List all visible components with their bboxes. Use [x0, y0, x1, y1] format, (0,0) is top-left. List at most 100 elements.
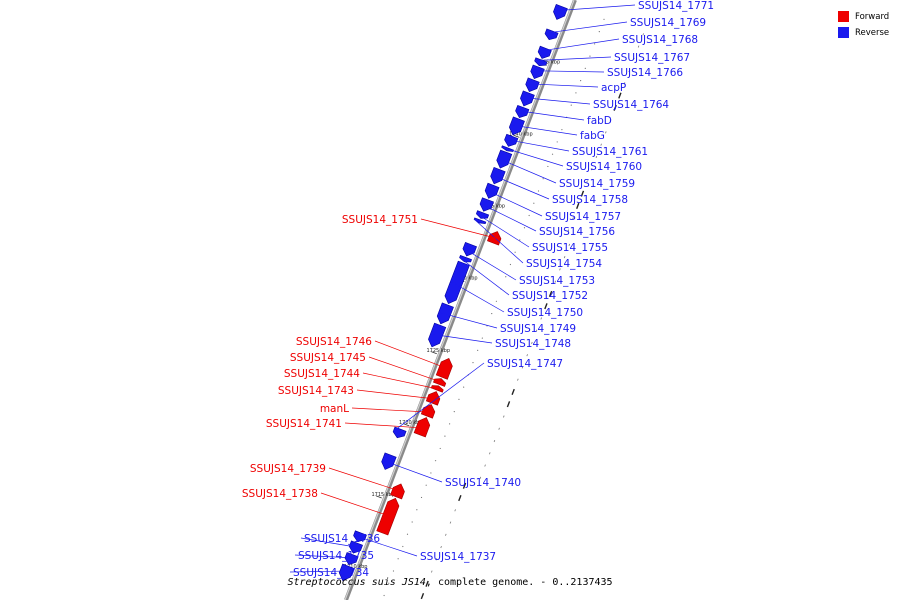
leader-line	[485, 189, 543, 217]
gc-dot	[554, 280, 557, 283]
gc-dot	[559, 268, 561, 271]
legend-item-forward: Forward	[838, 9, 889, 24]
gc-dot	[540, 317, 542, 320]
gene-label: SSUJS14_1750	[507, 307, 583, 319]
gc-dot	[576, 202, 580, 209]
gene-arrow	[520, 90, 535, 107]
gc-dot	[609, 119, 612, 122]
gene-label: SSUJS14_1755	[532, 242, 608, 254]
gene-arrow	[462, 242, 477, 257]
leader-line	[515, 110, 585, 121]
gc-dot	[600, 143, 602, 146]
gene-arrow	[425, 391, 441, 406]
gene-label: SSUJS14_1764	[593, 99, 669, 111]
legend-item-reverse: Reverse	[838, 25, 889, 40]
gc-dot	[598, 30, 600, 33]
gene-label: SSUJS14_1751	[342, 214, 418, 226]
gc-dot	[392, 570, 395, 572]
gc-dot	[537, 190, 540, 192]
gc-skew-dots	[383, 18, 644, 600]
gc-dot	[544, 303, 548, 310]
gene-arrow	[553, 4, 568, 20]
gene-label: SSUJS14_1771	[638, 0, 714, 12]
gene-label: SSUJS14_1737	[420, 551, 496, 563]
gc-dot	[567, 229, 570, 232]
label-leader-lines	[289, 4, 636, 573]
gc-dot	[580, 80, 582, 82]
leader-line	[368, 356, 446, 384]
gc-dot	[493, 439, 496, 443]
gc-dot	[491, 312, 493, 315]
gc-dot	[575, 92, 577, 94]
gc-dot	[642, 33, 644, 36]
gc-dot	[594, 43, 596, 45]
caption-detail: , complete genome. - 0..2137435	[425, 577, 613, 588]
gene-arrow	[420, 404, 436, 419]
gene-label: SSUJS14_1743	[278, 385, 354, 397]
leader-line	[420, 218, 501, 240]
leader-line	[362, 372, 444, 391]
gc-dot	[430, 472, 432, 474]
gene-arrow	[436, 302, 454, 325]
tick-mark	[513, 134, 520, 138]
gc-dot	[406, 533, 409, 535]
tick-mark	[431, 351, 437, 355]
gc-dot	[489, 452, 491, 455]
backbone-line	[344, 0, 577, 600]
gene-label: SSUJS14_1736	[304, 533, 380, 545]
gene-label: SSUJS14_1760	[566, 161, 642, 173]
leader-line	[553, 4, 636, 12]
gene-label: SSUJS14_1741	[266, 418, 342, 430]
gene-arrow	[473, 217, 487, 225]
gc-dot	[551, 153, 554, 155]
gene-label: fabD	[587, 115, 612, 127]
gene-arrow	[435, 358, 453, 380]
gc-dot	[584, 67, 586, 69]
gene-label: acpP	[601, 82, 626, 94]
gc-dot	[519, 239, 521, 241]
leader-line	[353, 534, 418, 557]
leader-line	[459, 257, 510, 296]
gc-dot	[439, 447, 441, 450]
gene-label: SSUJS14_1753	[519, 275, 595, 287]
reverse-swatch	[838, 27, 849, 38]
gc-dot	[472, 362, 474, 364]
gc-dot	[535, 329, 538, 332]
tick-label: 1730 kbp	[454, 276, 478, 282]
gc-dot	[556, 141, 558, 143]
gene-label: SSUJS14_1747	[487, 358, 563, 370]
gc-dot	[454, 509, 456, 512]
gc-dot	[586, 180, 588, 183]
gc-dot	[531, 341, 533, 345]
gene-arrow	[479, 197, 494, 212]
gc-dot	[521, 366, 524, 369]
gc-dot	[613, 104, 617, 111]
gc-dot	[603, 18, 605, 20]
legend: Forward Reverse	[838, 9, 889, 41]
gc-dot	[618, 92, 622, 99]
gc-dot	[479, 476, 482, 479]
backbone-highlight	[344, 0, 575, 600]
leader-line	[356, 389, 440, 400]
gene-label: fabG	[580, 130, 605, 142]
gc-dot	[605, 131, 607, 134]
gc-dot	[420, 496, 423, 499]
leader-line	[530, 70, 605, 73]
gc-dot	[628, 70, 630, 73]
gc-dot	[458, 398, 460, 400]
gc-dot	[533, 202, 535, 204]
gc-dot	[425, 484, 427, 486]
gene-arrow	[496, 149, 513, 169]
gc-dot	[397, 558, 399, 560]
gc-dot	[411, 521, 413, 523]
gene-label: SSUJS14_1735	[298, 550, 374, 562]
legend-label: Reverse	[855, 27, 890, 38]
gene-label: SSUJS14_1761	[572, 146, 648, 158]
leader-line	[300, 537, 350, 547]
gene-label: SSUJS14_1758	[552, 194, 628, 206]
gc-dot	[561, 129, 563, 131]
gc-dot	[633, 57, 635, 60]
leader-line	[344, 422, 429, 429]
gc-dot	[523, 227, 526, 229]
